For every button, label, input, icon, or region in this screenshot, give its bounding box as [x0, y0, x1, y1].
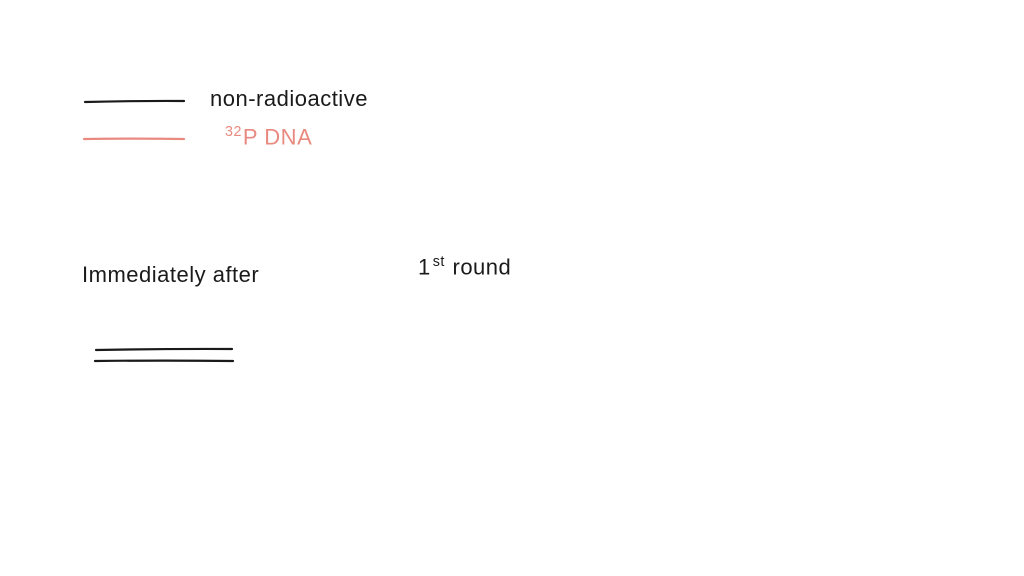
diagram-canvas: non-radioactive 32P DNA Immediately afte…	[0, 0, 1024, 576]
dna-strand-bottom	[0, 0, 1024, 576]
